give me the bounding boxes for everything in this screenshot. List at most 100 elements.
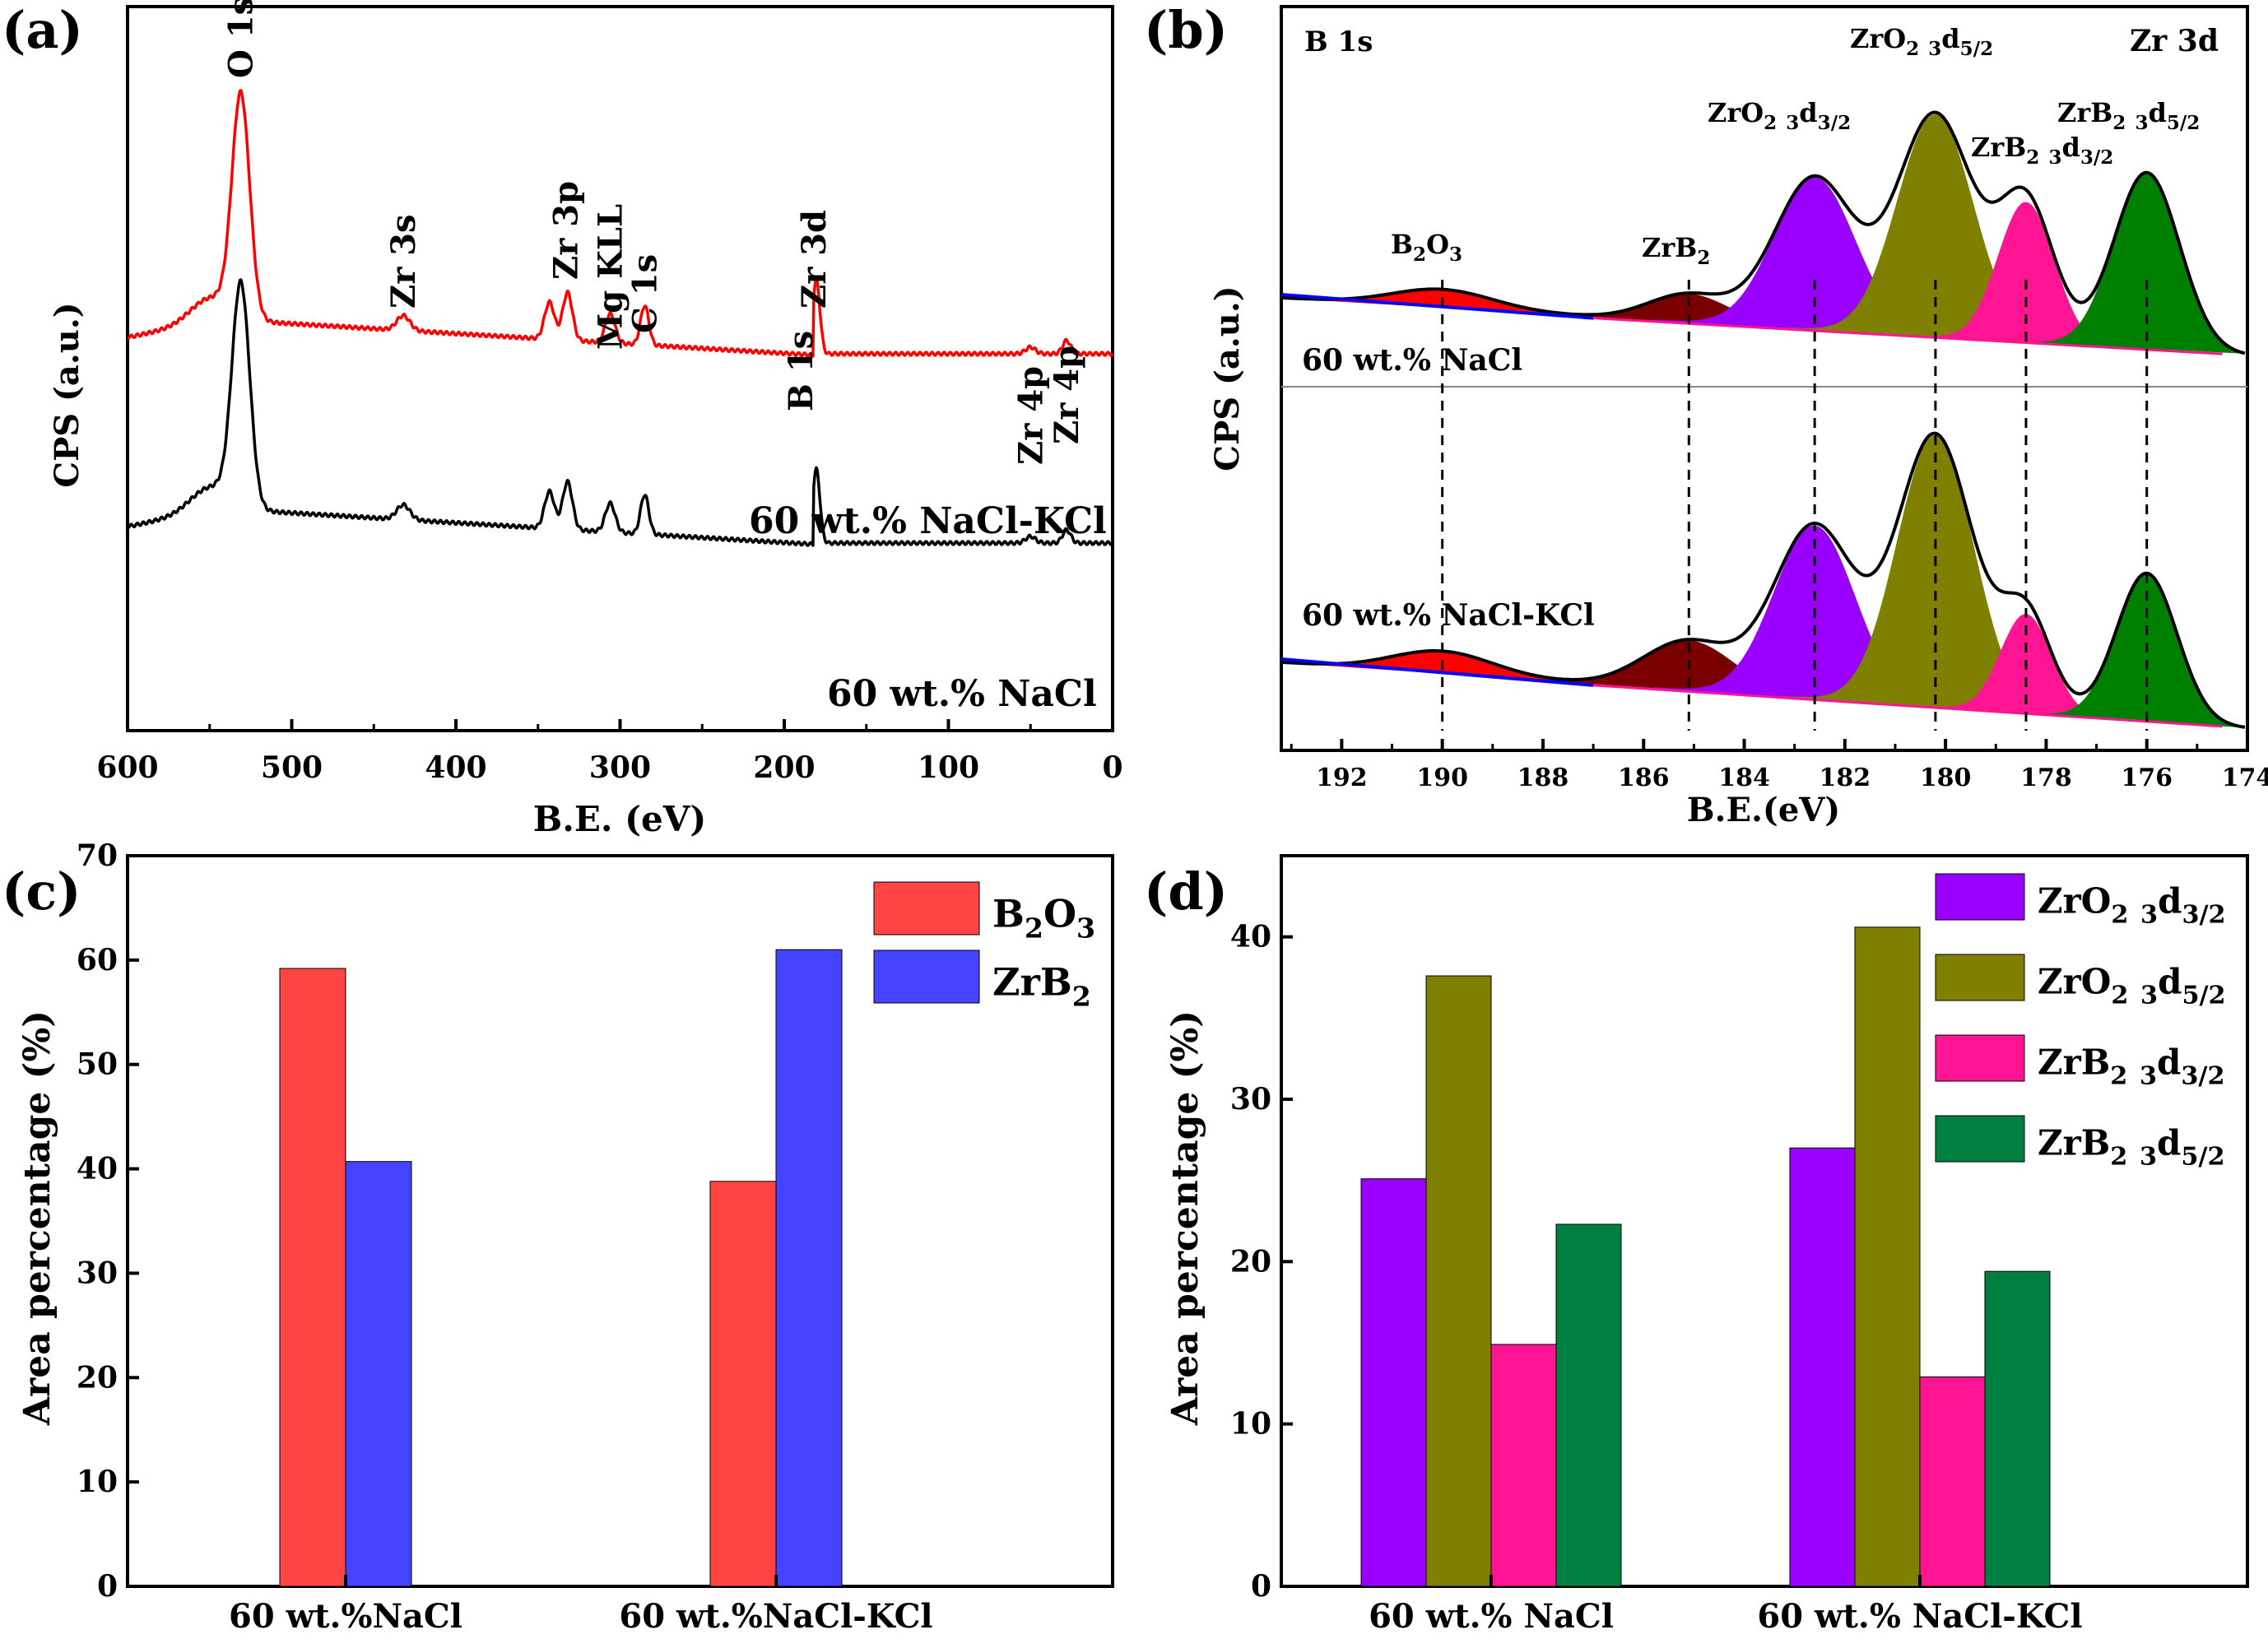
c-chart-ytick-label-50: 50: [77, 1047, 118, 1082]
panel-b-nacl-background-blue: [1280, 293, 1594, 320]
panel-b-xtick-label-178: 178: [2020, 764, 2072, 792]
panel-b-frame: [1280, 5, 2249, 752]
d-chart-xtick-label-60-wt-nacl: 60 wt.% NaCl: [1369, 1597, 1614, 1636]
panel-a-ylabel: CPS (a.u.): [48, 302, 86, 487]
panel-a-series-nacl: [127, 278, 1114, 547]
c-chart-legend-label-b2o3: B2O3: [992, 891, 1095, 944]
panel-b-xtick-label-186: 186: [1618, 764, 1670, 792]
panel-c: (c) 0 10 20 30 40 50 60 70 60 wt.%NaCl 60 wt.%NaC…: [2, 838, 1114, 1636]
panel-a-x-axis: 600 500 400 300 200 100 0: [96, 719, 1123, 785]
panel-b-label-zrb2: ZrB2: [1642, 232, 1710, 269]
panel-a-xtick-label-100: 100: [918, 750, 979, 785]
panel-b-sample-nacl: 60 wt.% NaCl: [1302, 343, 1522, 378]
d-chart-bar-zrb2-3d3-2-60-wt-nacl: [1490, 1344, 1557, 1587]
panel-b-component-labels: B2O3 ZrB2 ZrO2 3d3/2 ZrO2 3d5/2 ZrB2 3d3/2Zr…: [1391, 23, 2200, 269]
panel-a-frame: [126, 5, 1114, 732]
d-chart-ytick-label-20: 20: [1230, 1244, 1271, 1279]
panel-a-peak-c-1s-4: C 1s: [625, 254, 664, 333]
panel-b-xtick-label-188: 188: [1517, 764, 1569, 792]
d-chart-legend-label-zro2-3d3-2: ZrO2 3d3/2: [2038, 881, 2226, 930]
c-chart-ytick-label-20: 20: [77, 1360, 118, 1395]
panel-b: (b) 192 190 188 186 184 182 180 178 176 174 CPS (…: [1144, 0, 2268, 829]
panel-b-xtick-label-192: 192: [1316, 764, 1368, 792]
panel-b-plot: [1280, 110, 2246, 731]
panel-a-xtick-label-200: 200: [753, 750, 815, 785]
panel-c-chart: 0 10 20 30 40 50 60 70 60 wt.%NaCl 60 wt.%NaCl-KC…: [77, 838, 1095, 1636]
c-chart-bar-zrb2-60-wt-nacl-kcl: [775, 949, 843, 1587]
d-chart-ytick-label-10: 10: [1230, 1407, 1271, 1442]
panel-b-xtick-label-176: 176: [2121, 764, 2173, 792]
panel-a-peak-mg-kll-3: Mg KLL: [592, 204, 630, 350]
panel-b-nacl-kcl-background-pink: [1593, 684, 2223, 728]
panel-b-label-zrb2-3d3-2: ZrB2 3d3/2: [1971, 132, 2113, 169]
panel-b-x-axis: 192 190 188 186 184 182 180 178 176 174: [1290, 739, 2268, 792]
d-chart-xtick-label-60-wt-nacl-kcl: 60 wt.% NaCl-KCl: [1757, 1597, 2082, 1636]
d-chart-bar-zro2-3d3-2-60-wt-nacl-kcl: [1789, 1147, 1856, 1587]
panel-b-xtick-label-180: 180: [1920, 764, 1972, 792]
d-chart-bar-zrb2-3d5-2-60-wt-nacl: [1555, 1223, 1622, 1587]
c-chart-xtick-label-60-wt-nacl: 60 wt.%NaCl: [229, 1597, 462, 1636]
panel-b-nacl-kcl-background-blue: [1280, 657, 1594, 687]
panel-b-label-b2o3: B2O3: [1391, 229, 1462, 266]
d-chart-ytick-label-0: 0: [1251, 1569, 1271, 1604]
c-chart-bar-b2o3-60-wt-nacl-kcl: [709, 1181, 777, 1587]
panel-b-ylabel: CPS (a.u.): [1208, 286, 1247, 471]
d-chart-legend-swatch-zro2-3d3-2: [1935, 873, 2025, 921]
panel-b-xtick-label-190: 190: [1416, 764, 1468, 792]
panel-b-label-zro2-3d5-2: ZrO2 3d5/2: [1850, 23, 1993, 60]
panel-b-xtick-label-184: 184: [1718, 764, 1770, 792]
d-chart-legend-label-zrb2-3d3-2: ZrB2 3d3/2: [2038, 1042, 2225, 1091]
d-chart-legend-swatch-zro2-3d5-2: [1935, 954, 2025, 1001]
panel-a-peak-o-1s-0: O 1s: [222, 0, 261, 78]
c-chart-ytick-label-30: 30: [77, 1256, 118, 1290]
panel-a-xtick-label-600: 600: [96, 750, 158, 785]
panel-a-legend-nacl: 60 wt.% NaCl: [827, 673, 1097, 715]
panel-b-region-b1s: B 1s: [1304, 26, 1373, 58]
d-chart-legend-swatch-zrb2-3d5-2: [1935, 1115, 2025, 1163]
panel-a-series-nacl-kcl: [127, 89, 1114, 358]
panel-a-peak-zr-3d-6: Zr 3d: [795, 210, 834, 309]
panel-a-xtick-label-400: 400: [425, 750, 486, 785]
c-chart-ytick-label-70: 70: [77, 838, 118, 873]
d-chart-bar-zrb2-3d5-2-60-wt-nacl-kcl: [1984, 1270, 2051, 1587]
panel-b-label-zrb2-3d5-2: ZrB2 3d5/2: [2057, 97, 2200, 134]
c-chart-xtick-label-60-wt-nacl-kcl: 60 wt.%NaCl-KCl: [619, 1597, 932, 1636]
d-chart-bar-zrb2-3d3-2-60-wt-nacl-kcl: [1919, 1376, 1986, 1587]
d-chart-legend-label-zrb2-3d5-2: ZrB2 3d5/2: [2038, 1123, 2225, 1172]
panel-b-label: (b): [1144, 0, 1228, 60]
panel-d: (d) 0 10 20 30 40 60 wt.% NaCl 60 wt.% NaCl-KC…: [1144, 854, 2249, 1636]
d-chart-bar-zro2-3d5-2-60-wt-nacl-kcl: [1854, 926, 1921, 1587]
panel-a-xtick-label-500: 500: [261, 750, 323, 785]
c-chart-ytick-label-60: 60: [77, 943, 118, 977]
d-chart-ytick-label-30: 30: [1230, 1082, 1271, 1117]
c-chart-bar-b2o3-60-wt-nacl: [279, 968, 346, 1587]
c-chart-legend-swatch-b2o3: [873, 881, 980, 936]
panel-a-peak-b-1s-5: B 1s: [782, 331, 820, 411]
panel-b-nacl-background-pink: [1593, 317, 2223, 355]
panel-c-ylabel: Area percentage (%): [16, 1010, 58, 1426]
d-chart-ytick-label-40: 40: [1230, 920, 1271, 954]
d-chart-bar-zro2-3d5-2-60-wt-nacl: [1425, 975, 1492, 1587]
panel-b-xtick-label-174: 174: [2222, 764, 2268, 792]
d-chart-legend-swatch-zrb2-3d3-2: [1935, 1034, 2025, 1082]
panel-b-sample-nacl-kcl: 60 wt.% NaCl-KCl: [1302, 598, 1595, 633]
panel-c-label: (c): [2, 861, 81, 922]
panel-b-region-zr3d: Zr 3d: [2130, 24, 2219, 58]
panel-a-legend-nacl-kcl: 60 wt.% NaCl-KCl: [749, 500, 1107, 542]
panel-a-label: (a): [2, 0, 83, 60]
panel-c-frame: [126, 854, 1114, 1588]
d-chart-legend-label-zro2-3d5-2: ZrO2 3d5/2: [2038, 962, 2226, 1010]
panel-b-xtick-label-182: 182: [1820, 764, 1871, 792]
c-chart-legend-swatch-zrb2: [873, 950, 980, 1004]
c-chart-bar-zrb2-60-wt-nacl: [345, 1161, 412, 1587]
c-chart-ytick-label-40: 40: [77, 1152, 118, 1186]
panel-d-ylabel: Area percentage (%): [1164, 1010, 1206, 1426]
panel-b-xlabel: B.E.(eV): [1687, 791, 1840, 829]
d-chart-bar-zro2-3d3-2-60-wt-nacl: [1360, 1178, 1427, 1587]
panel-d-chart: 0 10 20 30 40 60 wt.% NaCl 60 wt.% NaCl-KCl ZrO…: [1230, 873, 2226, 1636]
panel-d-label: (d): [1144, 861, 1228, 922]
panel-b-label-zro2-3d3-2: ZrO2 3d3/2: [1708, 97, 1851, 134]
panel-a-xlabel: B.E. (eV): [533, 799, 706, 839]
